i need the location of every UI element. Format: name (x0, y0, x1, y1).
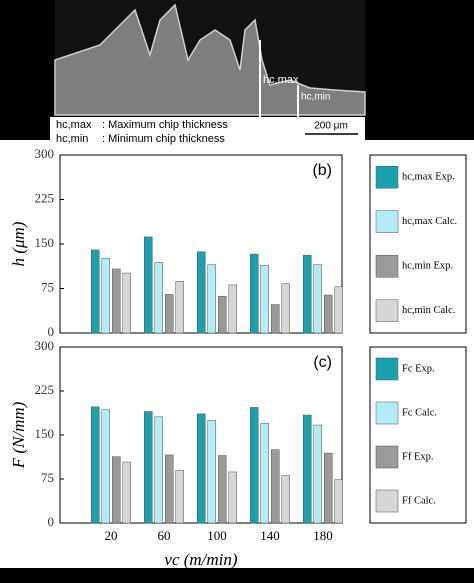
bar (303, 414, 312, 524)
bar (334, 286, 343, 334)
bar (271, 449, 280, 524)
x-tick-label: 60 (158, 528, 171, 543)
scale-label: 200 μm (314, 121, 348, 132)
y-tick-label: 300 (35, 146, 55, 161)
bar (122, 272, 131, 334)
legend-swatch (375, 299, 399, 322)
micrograph: hc,max hc,min hc,max : Maximum chip thic… (50, 0, 366, 145)
legend-swatch (375, 445, 399, 469)
bar (91, 249, 100, 334)
legend-label: Ff Calc. (402, 495, 436, 506)
bar (197, 251, 206, 334)
bar (228, 471, 237, 524)
legend-text: : Minimum chip thickness (102, 133, 225, 145)
y-tick-label: 150 (35, 235, 55, 250)
legend-symbol: hc,max (56, 119, 92, 131)
legend-swatch (375, 489, 399, 513)
bar (154, 416, 163, 524)
y-tick-label: 225 (35, 382, 55, 397)
bar (165, 454, 174, 524)
bar (303, 255, 312, 334)
bar (334, 479, 343, 524)
bar (101, 257, 110, 334)
legend-label: hc,min Exp. (402, 261, 453, 272)
bar (228, 284, 237, 334)
bar (281, 475, 290, 524)
legend-label: hc,max Calc. (402, 216, 457, 227)
bar (112, 456, 121, 524)
bar (218, 295, 227, 334)
bar (91, 406, 100, 524)
bar (324, 452, 333, 524)
bar (207, 420, 216, 524)
x-axis-label: vc (m/min) (164, 550, 238, 569)
chip-profile (54, 3, 366, 116)
bottom-band (0, 568, 474, 583)
y-axis-label: h (μm) (9, 221, 28, 266)
bar (260, 423, 269, 524)
y-tick-label: 75 (41, 279, 54, 294)
x-tick-label: 100 (207, 528, 227, 543)
legend-swatch (375, 255, 399, 278)
y-axis-label: F (N/mm) (9, 401, 28, 469)
legend-label: Fc Calc. (402, 407, 437, 418)
bar (324, 294, 333, 334)
bar (313, 424, 322, 524)
bar (271, 304, 280, 334)
legend-label: hc,max Exp. (402, 172, 455, 183)
y-tick-label: 0 (48, 514, 55, 529)
bar (218, 455, 227, 524)
legend-swatch (375, 401, 399, 425)
legend-label: Fc Exp. (402, 363, 435, 374)
legend-text: : Maximum chip thickness (102, 119, 228, 131)
bar (250, 407, 259, 524)
legend-swatch (375, 166, 399, 189)
y-tick-label: 300 (35, 338, 55, 353)
bar (250, 253, 259, 334)
bar (112, 268, 121, 334)
legend-symbol: hc,min (56, 133, 88, 145)
bar (313, 264, 322, 334)
hmin-label: hc,min (301, 92, 330, 103)
legend-strip (50, 117, 365, 145)
bar (281, 283, 290, 334)
y-tick-label: 75 (41, 470, 54, 485)
panel-label: (b) (312, 162, 332, 179)
legend-swatch (375, 357, 399, 381)
hmax-label: hc,max (263, 74, 299, 86)
x-tick-label: 180 (313, 528, 333, 543)
bar (154, 262, 163, 334)
bar (101, 409, 110, 524)
bar (165, 294, 174, 334)
bar (175, 469, 184, 524)
x-tick-label: 20 (105, 528, 118, 543)
bar (144, 236, 153, 334)
y-tick-label: 0 (48, 324, 55, 339)
bar (260, 265, 269, 334)
y-tick-label: 225 (35, 190, 55, 205)
x-tick-label: 140 (260, 528, 280, 543)
bar (197, 413, 206, 524)
bar (144, 411, 153, 524)
y-tick-label: 150 (35, 426, 55, 441)
legend-label: Ff Exp. (402, 451, 434, 462)
bar (175, 281, 184, 334)
panel-label: (c) (313, 354, 332, 371)
legend-label: hc,min Calc. (402, 305, 455, 316)
bar (122, 461, 131, 524)
bar (207, 264, 216, 334)
legend-swatch (375, 210, 399, 233)
